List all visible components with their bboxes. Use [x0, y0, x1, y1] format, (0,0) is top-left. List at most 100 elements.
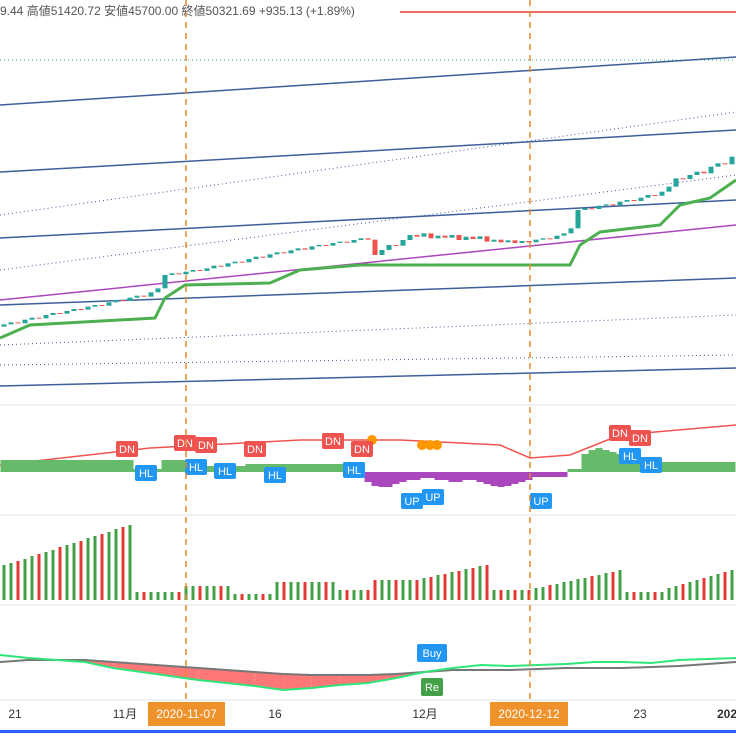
volume-bar [576, 579, 580, 600]
histogram-bar [252, 464, 260, 472]
volume-bar [618, 570, 622, 600]
candle [106, 302, 112, 306]
signal-label: DN [177, 438, 193, 450]
candle [456, 235, 462, 240]
signal-label: HL [644, 460, 658, 472]
separators [0, 404, 736, 701]
osc-label: Buy [423, 648, 442, 660]
osc-fill [226, 670, 255, 686]
x-tick-label: 21 [8, 707, 22, 721]
candle [414, 235, 420, 237]
candle [330, 243, 336, 246]
candle [680, 178, 686, 180]
signal-badge [609, 425, 631, 441]
volume-bar [646, 592, 650, 600]
candle [211, 265, 217, 269]
candle [218, 265, 224, 267]
volume-bar [240, 594, 244, 600]
histogram-bar [322, 464, 330, 472]
x-tick-label: 11月 [113, 707, 137, 721]
signal-label: HL [623, 451, 637, 463]
histogram-bar [154, 469, 162, 472]
bottom-bar [0, 730, 736, 733]
candle [477, 236, 483, 239]
volume-bar [478, 566, 482, 600]
candle [260, 256, 266, 258]
volume-bar [2, 565, 6, 600]
histogram-bar [707, 462, 715, 472]
volume-bar [79, 541, 83, 600]
histogram-bar [588, 450, 596, 472]
volume-bar [681, 584, 685, 600]
histogram-bar [490, 472, 498, 486]
x-tick-label: 202 [717, 707, 736, 721]
volume-bar [450, 572, 454, 600]
osc-fill [254, 672, 284, 690]
candle [239, 261, 245, 263]
histogram-bar [364, 472, 372, 482]
histogram-bar [553, 472, 561, 477]
volume-bar [380, 580, 384, 600]
osc-line [0, 659, 736, 676]
signal-badge [244, 441, 266, 457]
volume-bar [583, 578, 587, 600]
candle [113, 300, 119, 303]
candle [379, 250, 385, 255]
histogram-bar [686, 462, 694, 472]
histogram-bar [259, 464, 267, 472]
volume-bar [275, 582, 279, 600]
candle [442, 235, 448, 238]
candle [449, 235, 455, 238]
signal-label: UP [533, 496, 548, 508]
candle [722, 163, 728, 165]
histogram-bar [483, 472, 491, 484]
volume-bar [261, 594, 265, 600]
histogram-bar [462, 472, 470, 480]
candle [274, 252, 280, 255]
volume-bar [184, 586, 188, 600]
candle [428, 233, 434, 239]
candle [120, 300, 126, 301]
volume-bar [527, 590, 531, 600]
signal-label: DN [325, 436, 341, 448]
volume-bar [590, 576, 594, 600]
signal-badge [322, 433, 344, 449]
volume-bar [611, 572, 615, 600]
signal-label: DN [354, 444, 370, 456]
volume-bar [408, 580, 412, 600]
signal-badge [640, 457, 662, 473]
volume-bar [219, 586, 223, 600]
candle [554, 235, 560, 239]
candle [176, 273, 182, 275]
signal-badge [629, 430, 651, 446]
volume-bar [254, 594, 258, 600]
date-lines [185, 0, 531, 700]
volume-bar [191, 586, 195, 600]
volume-bar [30, 556, 34, 600]
histogram-bar [329, 464, 337, 472]
histogram-bar [469, 472, 477, 480]
candle [547, 238, 553, 240]
volume-bar [198, 586, 202, 600]
candle [50, 313, 56, 315]
candle [470, 236, 476, 239]
candle [624, 200, 630, 202]
histogram-bar [14, 460, 22, 472]
candle [631, 200, 637, 201]
histogram-bar [287, 464, 295, 472]
histogram-bar [406, 472, 414, 480]
candle [281, 252, 287, 254]
histogram-bar [371, 472, 379, 486]
histogram-bar [161, 460, 169, 472]
volume-bar [653, 592, 657, 600]
histogram-bar [721, 462, 729, 472]
volume-bar [555, 584, 559, 600]
histogram-bar [714, 462, 722, 472]
histogram-bar [168, 460, 176, 472]
candle [204, 268, 210, 271]
histogram-bar [308, 464, 316, 472]
signal-label: UP [425, 492, 440, 504]
candle [225, 263, 231, 267]
volume-bar [107, 532, 111, 600]
volume-bar [499, 590, 503, 600]
